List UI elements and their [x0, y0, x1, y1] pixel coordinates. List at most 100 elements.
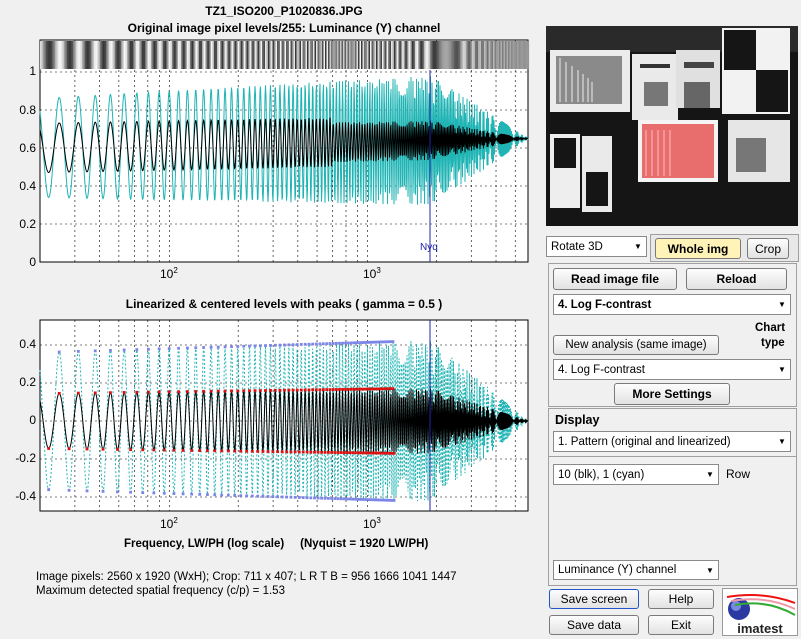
strip-segment	[421, 41, 423, 69]
strip-segment	[109, 41, 111, 69]
strip-segment	[121, 41, 123, 69]
strip-segment	[226, 41, 228, 69]
strip-segment	[74, 41, 77, 69]
strip-segment	[146, 41, 149, 69]
strip-segment	[289, 41, 291, 69]
save-data-button[interactable]: Save data	[549, 615, 639, 635]
strip-segment	[217, 41, 219, 69]
chart-select-2-value: 4. Log F-contrast	[558, 363, 645, 376]
strip-segment	[43, 41, 45, 69]
strip-segment	[167, 41, 170, 69]
strip-segment	[307, 41, 309, 69]
strip-segment	[419, 41, 422, 69]
strip-segment	[143, 41, 146, 69]
peak-marker	[368, 387, 372, 391]
crop-button[interactable]: Crop	[747, 238, 789, 259]
reload-button[interactable]: Reload	[686, 268, 787, 290]
strip-segment	[136, 41, 138, 69]
peak-marker	[382, 340, 386, 344]
strip-segment	[466, 41, 468, 69]
strip-segment	[188, 41, 191, 69]
strip-segment	[490, 41, 492, 69]
chart-select-2[interactable]: 4. Log F-contrast ▼	[553, 359, 791, 380]
top-ytick-2: 0.4	[19, 179, 36, 193]
strip-segment	[413, 41, 416, 69]
peak-marker	[355, 387, 359, 391]
strip-segment	[416, 41, 419, 69]
strip-segment	[62, 41, 65, 69]
strip-segment	[205, 41, 207, 69]
help-button[interactable]: Help	[648, 589, 714, 609]
bottom-xtick-1000: 103	[363, 516, 381, 531]
peak-marker	[384, 340, 388, 344]
strip-segment	[448, 41, 450, 69]
peak-marker	[348, 497, 352, 501]
strip-segment	[125, 41, 128, 69]
strip-segment	[491, 41, 494, 69]
peak-marker	[269, 344, 272, 347]
peak-marker	[355, 341, 359, 345]
peak-marker	[325, 388, 329, 392]
peak-marker	[370, 340, 374, 344]
strip-segment	[359, 41, 362, 69]
peak-marker	[374, 498, 378, 502]
strip-segment	[266, 41, 269, 69]
strip-segment	[236, 41, 239, 69]
peak-marker	[328, 342, 332, 345]
peak-marker	[242, 389, 246, 393]
strip-segment	[89, 41, 92, 69]
more-settings-button[interactable]: More Settings	[614, 383, 730, 405]
peak-marker	[318, 342, 322, 346]
exit-button[interactable]: Exit	[648, 615, 714, 635]
save-screen-button[interactable]: Save screen	[549, 589, 639, 609]
peak-marker	[379, 498, 383, 502]
chevron-down-icon: ▼	[775, 361, 789, 378]
settings-panel	[548, 263, 797, 407]
display-select[interactable]: 1. Pattern (original and linearized) ▼	[553, 431, 791, 452]
strip-segment	[382, 41, 384, 69]
strip-segment	[401, 41, 404, 69]
channel-select[interactable]: Luminance (Y) channel ▼	[553, 560, 719, 580]
peak-marker	[352, 387, 356, 391]
peak-marker	[248, 344, 251, 348]
peak-marker	[301, 496, 305, 499]
peak-marker	[379, 451, 383, 455]
strip-segment	[148, 41, 150, 69]
peak-marker	[365, 387, 369, 391]
strip-segment	[263, 41, 266, 69]
new-analysis-button[interactable]: New analysis (same image)	[553, 335, 719, 355]
peak-marker	[186, 390, 189, 393]
read-image-button[interactable]: Read image file	[553, 268, 677, 290]
strip-segment	[440, 41, 443, 69]
strip-segment	[499, 41, 501, 69]
rotate-select[interactable]: Rotate 3D ▼	[546, 236, 647, 257]
strip-segment	[317, 41, 320, 69]
strip-segment	[301, 41, 303, 69]
strip-segment	[278, 41, 281, 69]
strip-segment	[370, 41, 372, 69]
strip-segment	[46, 41, 48, 69]
peak-marker	[209, 345, 213, 349]
strip-segment	[247, 41, 249, 69]
strip-segment	[488, 41, 491, 69]
peak-marker	[349, 341, 353, 345]
peak-marker	[226, 449, 230, 453]
peak-marker	[320, 450, 324, 454]
whole-img-button[interactable]: Whole img	[655, 238, 741, 259]
row-select[interactable]: 10 (blk), 1 (cyan) ▼	[553, 464, 719, 485]
peak-marker	[239, 494, 243, 498]
strip-segment	[256, 41, 258, 69]
peak-marker	[352, 341, 356, 345]
strip-segment	[376, 41, 378, 69]
strip-segment	[512, 41, 515, 69]
image-info-line: Image pixels: 2560 x 1920 (WxH); Crop: 7…	[36, 571, 457, 583]
peak-marker	[314, 388, 318, 392]
peak-marker	[360, 387, 364, 391]
strip-segment	[518, 41, 521, 69]
chart-select-1[interactable]: 4. Log F-contrast ▼	[553, 294, 791, 315]
chevron-down-icon: ▼	[703, 466, 717, 483]
peak-marker	[283, 388, 286, 392]
peak-marker	[264, 344, 267, 347]
strip-segment	[310, 41, 312, 69]
peak-marker	[109, 391, 112, 395]
